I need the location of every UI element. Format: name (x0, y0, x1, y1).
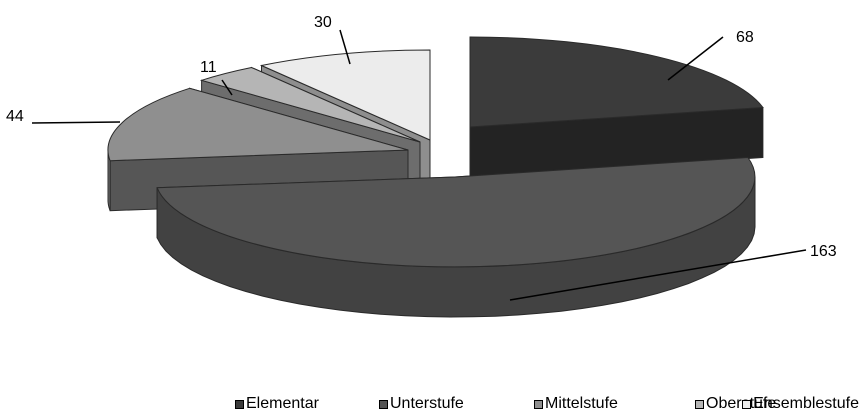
legend-item-mittelstufe: Mittelstufe (534, 394, 618, 414)
data-label-ensemblestufe: 30 (314, 14, 332, 31)
legend-swatch-ensemblestufe (742, 399, 752, 409)
pie-slice-elementar (469, 36, 764, 178)
leader-line-elementar (667, 36, 724, 81)
legend-label-oberstufe: Oberstufe (706, 395, 777, 412)
pie-slice-top-ensemblestufe (259, 49, 431, 141)
pie-slice-top-unterstufe (156, 156, 756, 268)
legend-label-elementar: Elementar (246, 395, 319, 412)
legend-swatch-elementar (235, 399, 244, 409)
legend-item-elementar: Elementar (235, 394, 319, 414)
chart-legend: Elementar Unterstufe Mittelstufe Oberstu… (0, 394, 861, 416)
pie-chart-plot: 68 163 44 11 30 (6, 14, 837, 318)
legend-swatch-mittelstufe (534, 399, 543, 409)
leader-line-unterstufe (509, 249, 807, 301)
data-label-unterstufe: 163 (810, 243, 837, 260)
legend-item-unterstufe: Unterstufe (379, 394, 464, 414)
data-label-mittelstufe: 44 (6, 108, 24, 125)
pie-slice-top-elementar (469, 36, 764, 128)
leader-line-ensemblestufe (339, 29, 351, 65)
legend-item-ensemblestufe: Ensemblestufe (742, 394, 859, 414)
legend-swatch-unterstufe (379, 399, 388, 409)
leader-line-oberstufe (221, 79, 233, 96)
legend-label-mittelstufe: Mittelstufe (545, 395, 618, 412)
legend-label-ensemblestufe: Ensemblestufe (753, 395, 859, 412)
pie-slice-unterstufe (156, 156, 756, 318)
data-label-elementar: 68 (736, 29, 754, 46)
legend-swatch-oberstufe (695, 399, 704, 409)
legend-label-unterstufe: Unterstufe (390, 395, 464, 412)
pie-slice-top-oberstufe (199, 66, 421, 143)
legend-item-oberstufe: Oberstufe (695, 394, 776, 414)
leader-line-mittelstufe (31, 121, 121, 124)
data-label-oberstufe: 11 (200, 59, 217, 76)
pie-slice-top-mittelstufe (107, 87, 409, 162)
